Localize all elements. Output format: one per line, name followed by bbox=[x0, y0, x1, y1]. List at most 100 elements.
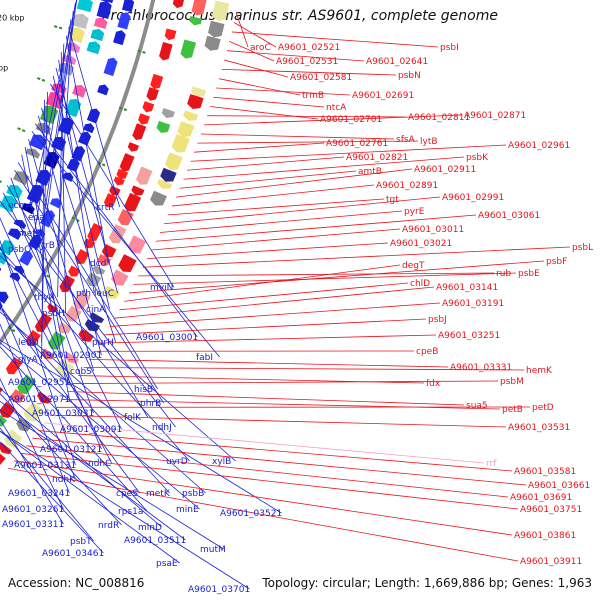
label-connector-right bbox=[14, 460, 513, 536]
gene-label-right: cpeB bbox=[416, 347, 438, 357]
gene-feature bbox=[72, 290, 91, 310]
gene-label-right: A9601_03861 bbox=[514, 531, 576, 541]
label-connector-left bbox=[0, 255, 236, 462]
gene-feature bbox=[164, 152, 183, 170]
gene-label-right: degT bbox=[402, 261, 425, 271]
gene-label-left: ndhK bbox=[52, 475, 76, 485]
gene-label-right: A9601_02891 bbox=[376, 181, 438, 191]
label-connector-right bbox=[104, 318, 427, 336]
gene-feature bbox=[90, 28, 105, 42]
label-connector-right bbox=[38, 430, 513, 472]
gene-label-left: dcd bbox=[90, 259, 106, 269]
gene-label-right: A9601_03751 bbox=[520, 505, 582, 515]
gene-label-left: psbB bbox=[182, 489, 204, 499]
label-connector-left bbox=[31, 19, 72, 250]
label-connector-right bbox=[200, 133, 395, 140]
gene-feature bbox=[87, 222, 103, 242]
gene-feature bbox=[10, 388, 26, 403]
gene-label-left: mviN bbox=[150, 283, 173, 293]
gene-label-right: psbN bbox=[398, 71, 421, 81]
label-connector-right bbox=[164, 196, 441, 225]
gene-label-right: A9601_03141 bbox=[436, 283, 498, 293]
label-connector-left bbox=[31, 0, 77, 206]
label-connector-right bbox=[26, 445, 509, 498]
gene-label-left: nrdR bbox=[98, 521, 119, 531]
label-connector-right bbox=[128, 260, 545, 294]
gene-feature bbox=[177, 121, 195, 138]
topology-text: Topology: circular; Length: 1,669,886 bp… bbox=[262, 576, 592, 590]
gene-label-right: psbF bbox=[546, 257, 567, 267]
label-connector-right bbox=[32, 437, 527, 486]
gene-label-left: met3 bbox=[18, 229, 42, 239]
accession-text: Accession: NC_008816 bbox=[8, 576, 145, 590]
gene-feature bbox=[39, 210, 56, 228]
gene-feature bbox=[71, 146, 86, 162]
tick-mark bbox=[36, 77, 46, 82]
gene-label-left: A9601_02951 bbox=[8, 378, 70, 388]
gene-feature bbox=[191, 0, 207, 16]
gene-label-right: ntcA bbox=[326, 103, 347, 113]
gene-label-left: metK bbox=[146, 489, 171, 499]
gene-feature bbox=[0, 414, 7, 427]
gene-label-left: hisB bbox=[134, 385, 153, 395]
gene-feature bbox=[83, 123, 95, 134]
gene-label-right: tgt bbox=[386, 195, 399, 205]
gene-label-right: A9601_02701 bbox=[320, 115, 382, 125]
tick-mark bbox=[97, 161, 106, 167]
gene-feature bbox=[0, 291, 9, 304]
gene-label-right: A9601_02581 bbox=[290, 73, 352, 83]
gene-label-right: psbJ bbox=[428, 315, 447, 325]
gene-label-left: A9601_02971 bbox=[8, 395, 70, 405]
gene-label-left: pth bbox=[76, 289, 91, 299]
gene-feature bbox=[116, 168, 129, 180]
label-connector-left bbox=[0, 430, 180, 564]
gene-label-right: A9601_02911 bbox=[414, 165, 476, 175]
gene-feature bbox=[121, 0, 135, 13]
label-connector-left bbox=[0, 409, 224, 550]
gene-label-left: A9601_03001 bbox=[136, 333, 198, 343]
gene-feature bbox=[212, 0, 230, 21]
label-connector-right bbox=[20, 452, 519, 510]
gene-feature bbox=[189, 16, 203, 26]
gene-label-right: A9601_02691 bbox=[352, 91, 414, 101]
gene-label-left: uvrD bbox=[166, 457, 188, 467]
label-connector-right bbox=[142, 246, 571, 268]
gene-label-right: A9601_03011 bbox=[402, 225, 464, 235]
gene-feature bbox=[86, 41, 101, 55]
gene-label-right: psbK bbox=[466, 153, 489, 163]
gene-label-right: amtB bbox=[358, 167, 382, 177]
label-connector-left bbox=[0, 430, 250, 590]
label-connector-left bbox=[65, 35, 109, 264]
label-connector-left bbox=[41, 107, 116, 343]
gene-label-right: A9601_03581 bbox=[514, 467, 576, 477]
gene-label-left: leuD bbox=[18, 338, 39, 348]
gene-feature bbox=[191, 86, 207, 98]
gene-feature bbox=[159, 41, 173, 61]
gene-label-left: crtR bbox=[96, 203, 114, 213]
gene-feature bbox=[3, 429, 23, 448]
label-connector-left bbox=[2, 192, 122, 430]
tick-mark bbox=[118, 106, 128, 112]
label-connector-right bbox=[44, 422, 485, 464]
gene-label-right: sfsA bbox=[396, 135, 416, 145]
gene-label-left: A9601_03031 bbox=[32, 409, 94, 419]
label-connector-left bbox=[0, 346, 148, 512]
label-connector-right bbox=[213, 96, 325, 108]
gene-label-right: A9601_02531 bbox=[276, 57, 338, 67]
label-connector-right bbox=[224, 59, 289, 78]
gene-label-left: mutM bbox=[200, 545, 226, 555]
gene-label-right: psbM bbox=[500, 377, 524, 387]
tick-mark bbox=[137, 49, 146, 54]
gene-label-right: A9601_02961 bbox=[508, 141, 570, 151]
label-connector-left bbox=[10, 177, 94, 414]
gene-label-left: rps1a bbox=[118, 507, 143, 517]
gene-feature bbox=[5, 356, 23, 375]
label-connector-right bbox=[204, 114, 463, 126]
gene-label-left: folK bbox=[124, 413, 142, 423]
label-connector-left bbox=[41, 99, 45, 360]
gene-label-left: A9601_03131 bbox=[14, 461, 76, 471]
label-connector-left bbox=[0, 200, 176, 428]
gene-feature bbox=[64, 99, 82, 118]
label-connector-right bbox=[229, 40, 275, 62]
